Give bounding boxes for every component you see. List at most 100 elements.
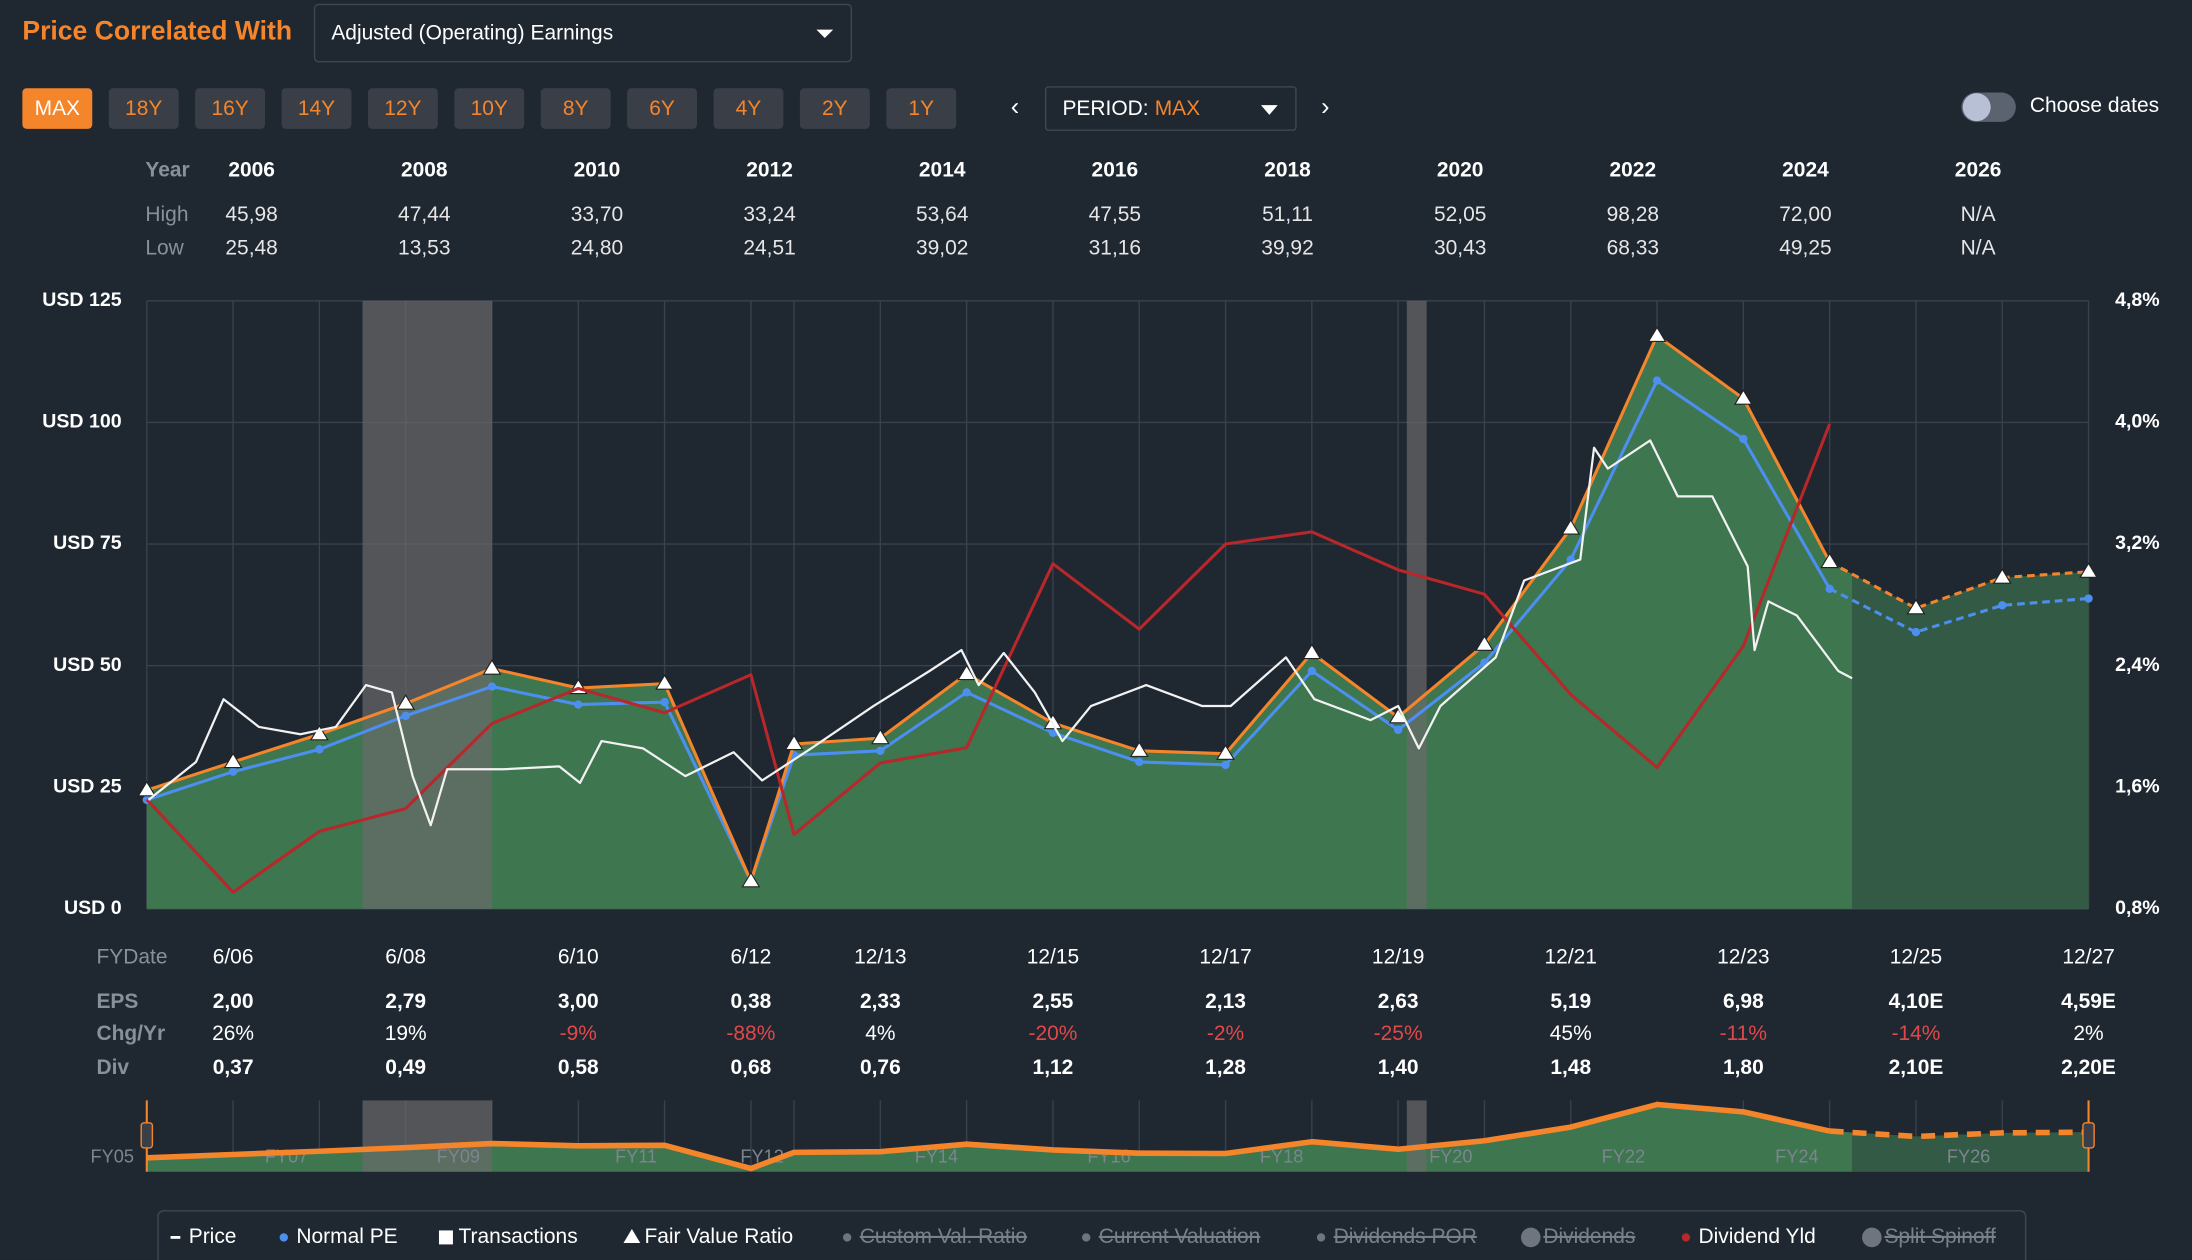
range-button-label[interactable]: 2Y (822, 97, 848, 120)
eps: 2,63 (1378, 990, 1419, 1013)
prev-arrow[interactable]: ‹ (1011, 93, 1019, 121)
marker (1043, 713, 1063, 730)
period-value[interactable]: MAX (1155, 97, 1200, 120)
marker (870, 728, 890, 745)
y-tick-label: USD 75 (53, 532, 122, 554)
div: 0,37 (213, 1056, 254, 1079)
range-button-label[interactable]: 1Y (908, 97, 934, 120)
range-button-label[interactable]: MAX (35, 97, 80, 120)
range-button-label[interactable]: 4Y (736, 97, 762, 120)
div: 0,58 (558, 1056, 599, 1079)
marker (876, 746, 885, 755)
x-tick-label: 6/10 (558, 945, 599, 968)
legend-box (157, 1210, 2027, 1260)
legend-label[interactable]: Split Spinoff (1884, 1225, 1996, 1248)
marker (487, 682, 497, 691)
range-button-label[interactable]: 18Y (125, 97, 162, 120)
div: 0,76 (860, 1056, 901, 1079)
range-button[interactable] (799, 88, 870, 129)
marker (1820, 552, 1840, 569)
area (146, 335, 2089, 909)
range-button[interactable] (281, 88, 352, 129)
nav-handle[interactable] (2082, 1122, 2095, 1149)
low: 39,02 (916, 237, 968, 260)
legend-symbol (623, 1229, 641, 1244)
range-button[interactable] (367, 88, 438, 129)
year: 2026 (1955, 158, 2002, 181)
legend-label[interactable]: Fair Value Ratio (644, 1225, 793, 1248)
eps: 6,98 (1723, 990, 1764, 1013)
legend-label[interactable]: Custom Val. Ratio (860, 1225, 1027, 1248)
y-tick-label: USD 100 (42, 411, 121, 433)
year: 2014 (919, 158, 966, 181)
legend-label[interactable]: Dividends (1543, 1225, 1635, 1248)
range-button[interactable] (627, 88, 698, 129)
eps: 2,00 (213, 990, 254, 1013)
marker (310, 724, 329, 741)
range-button-label[interactable]: 16Y (211, 97, 248, 120)
legend-label[interactable]: Dividends POR (1334, 1225, 1477, 1248)
nav-tick-label: FY14 (915, 1147, 958, 1167)
row-label: Chg/Yr (96, 1022, 165, 1045)
x-tick-label: 12/21 (1545, 945, 1597, 968)
year: 2008 (401, 158, 448, 181)
nav-tick-label: FY09 (437, 1147, 480, 1167)
range-button-label[interactable]: 12Y (384, 97, 421, 120)
x-tick-label: 12/13 (854, 945, 906, 968)
period-label[interactable]: PERIOD: (1062, 97, 1148, 120)
eps: 0,38 (730, 990, 771, 1013)
legend-label[interactable]: Dividend Yld (1699, 1225, 1816, 1248)
marker (1129, 741, 1149, 757)
marker (655, 674, 674, 690)
low: 24,80 (571, 237, 623, 260)
range-button-label[interactable]: 10Y (471, 97, 508, 120)
marker (1739, 434, 1748, 444)
range-button[interactable] (886, 88, 957, 129)
range-button[interactable] (540, 88, 611, 129)
toggle-knob[interactable] (1962, 93, 1991, 122)
legend-label[interactable]: Price (189, 1225, 237, 1248)
dropdown[interactable]: Adjusted (Operating) Earnings (313, 3, 853, 63)
dropdown-box[interactable] (313, 3, 853, 63)
marker (137, 780, 157, 797)
range-button[interactable] (22, 88, 93, 129)
nav-handle[interactable] (140, 1122, 154, 1149)
year: 2020 (1437, 158, 1484, 181)
nav-tick-label: FY26 (1947, 1147, 1990, 1167)
line-nav (146, 1101, 1831, 1172)
y-tick-label: USD 50 (53, 654, 122, 676)
line-forecast-nav (1829, 1128, 2089, 1140)
next-arrow[interactable]: › (1321, 93, 1329, 121)
legend-label[interactable]: Current Valuation (1099, 1225, 1261, 1248)
period-box[interactable] (1044, 86, 1297, 131)
caret (1260, 105, 1278, 115)
range-button[interactable] (454, 88, 525, 129)
high: 33,70 (571, 203, 623, 226)
high: 45,98 (225, 203, 277, 226)
legend-symbol (1316, 1233, 1326, 1242)
marker (315, 745, 324, 754)
range-button-label[interactable]: 8Y (563, 97, 589, 120)
chg: 19% (385, 1022, 427, 1045)
choose-dates[interactable]: Choose dates (2030, 94, 2159, 117)
range-button-label[interactable]: 6Y (649, 97, 675, 120)
range-button-label[interactable]: 14Y (298, 97, 335, 120)
range-button[interactable] (713, 88, 784, 129)
y2-tick-label: 4,0% (2115, 411, 2160, 433)
row-label: Low (145, 237, 184, 260)
div: 1,80 (1723, 1056, 1764, 1079)
range-button[interactable] (195, 88, 266, 129)
low: 25,48 (225, 237, 277, 260)
chg: 4% (865, 1022, 895, 1045)
div: 0,68 (730, 1056, 771, 1079)
dropdown-text[interactable]: Adjusted (Operating) Earnings (331, 21, 613, 44)
marker (1475, 635, 1494, 651)
legend-label[interactable]: Normal PE (296, 1225, 397, 1248)
range-button[interactable] (108, 88, 179, 129)
nav-tick-label: FY05 (91, 1147, 134, 1167)
x-tick-label: 12/19 (1372, 945, 1424, 968)
line-forecast (1828, 587, 2089, 634)
legend-label[interactable]: Transactions (459, 1225, 578, 1248)
low: 39,92 (1261, 237, 1313, 260)
